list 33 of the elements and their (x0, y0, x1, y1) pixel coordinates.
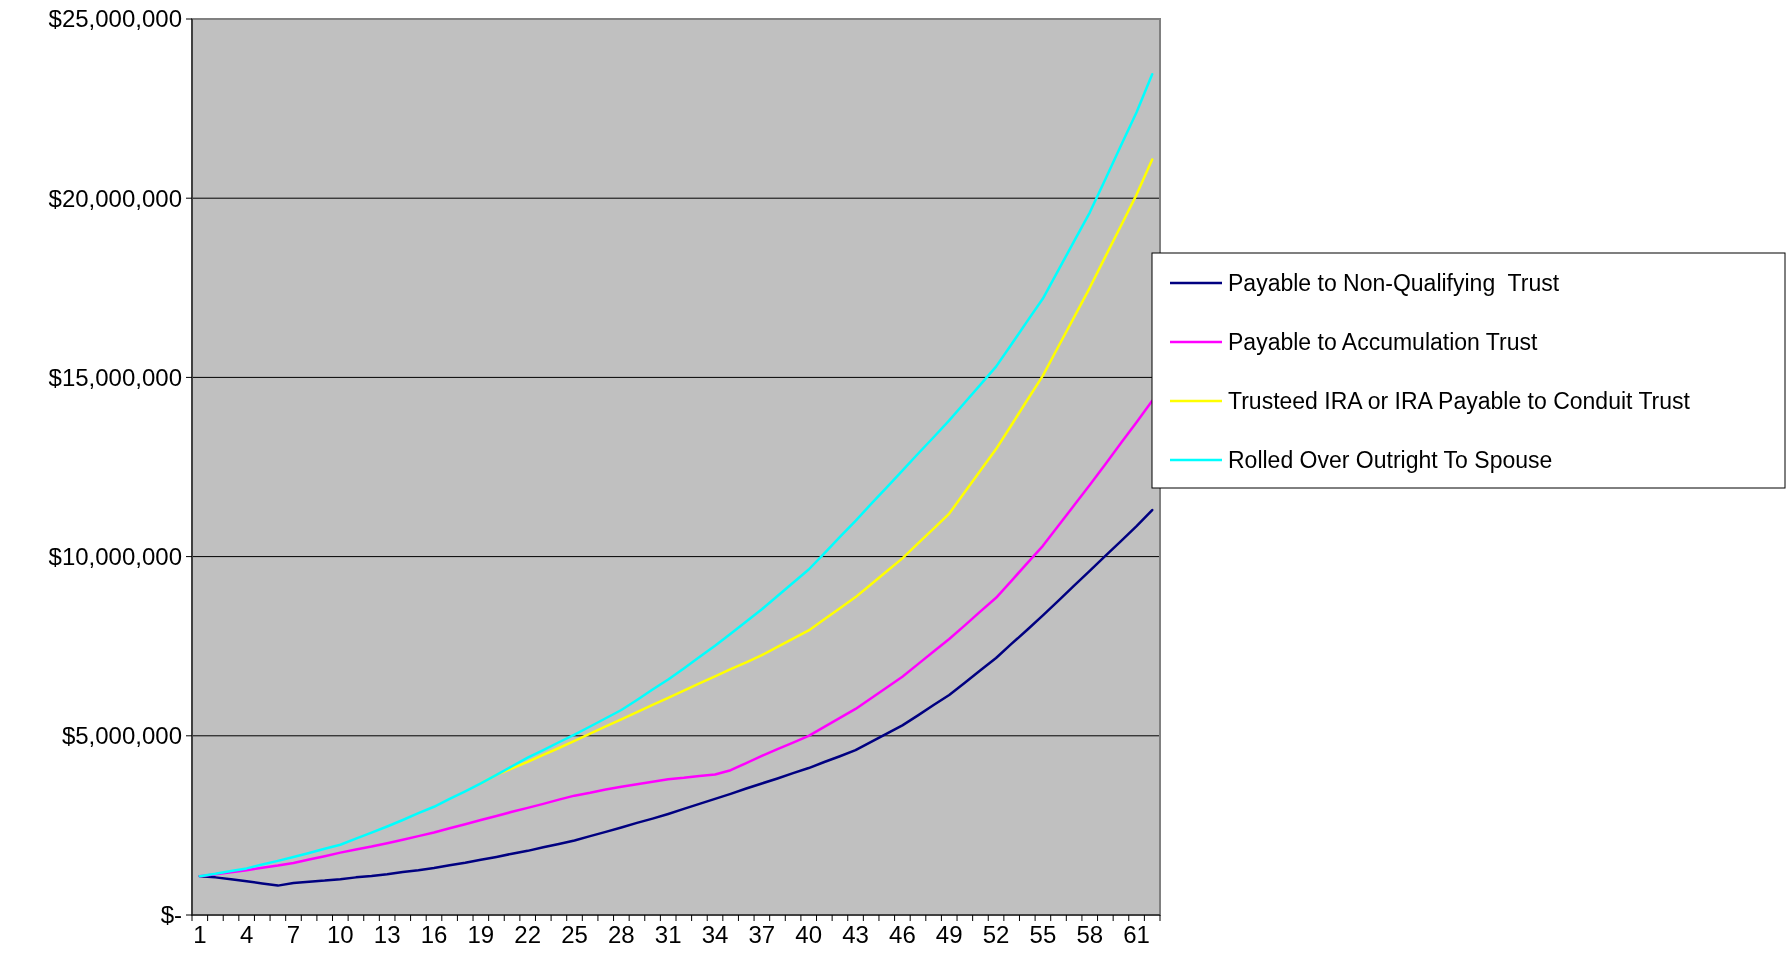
x-tick-label: 52 (982, 921, 1010, 948)
x-tick-label: 31 (654, 921, 682, 948)
y-tick-label: $10,000,000 (48, 543, 182, 570)
legend-label: Payable to Non-Qualifying Trust (1228, 270, 1560, 297)
x-tick-label: 7 (286, 921, 301, 948)
x-tick-label: 49 (935, 921, 963, 948)
x-tick-label: 16 (420, 921, 448, 948)
x-tick-label: 4 (239, 921, 254, 948)
y-tick-label: $- (160, 901, 182, 929)
x-tick-label: 43 (842, 921, 869, 948)
y-tick-label: $20,000,000 (48, 184, 182, 212)
x-tick-label: 25 (561, 921, 588, 948)
legend-label: Payable to Accumulation Trust (1228, 329, 1538, 356)
x-tick-label: 34 (701, 921, 729, 948)
y-tick-label: $15,000,000 (48, 363, 182, 391)
x-tick-label: 37 (748, 921, 776, 948)
x-tick-label: 40 (795, 921, 823, 948)
x-tick-label: 55 (1029, 921, 1057, 948)
x-tick-label: 58 (1076, 921, 1104, 948)
x-tick-label: 22 (514, 921, 542, 948)
legend-label: Trusteed IRA or IRA Payable to Conduit Trust (1228, 388, 1691, 415)
x-tick-label: 61 (1123, 921, 1150, 948)
legend-label: Rolled Over Outright To Spouse (1228, 447, 1553, 474)
x-tick-label: 46 (889, 921, 916, 948)
x-tick-label: 19 (467, 921, 495, 948)
x-tick-label: 1 (193, 921, 207, 948)
line-series (198, 508, 1154, 887)
x-tick-label: 10 (326, 921, 354, 948)
x-tick-label: 28 (608, 921, 635, 948)
x-tick-label: 13 (373, 921, 401, 948)
line-series (198, 72, 1154, 878)
y-tick-label: $25,000,000 (48, 5, 182, 33)
y-tick-label: $5,000,000 (61, 722, 182, 750)
